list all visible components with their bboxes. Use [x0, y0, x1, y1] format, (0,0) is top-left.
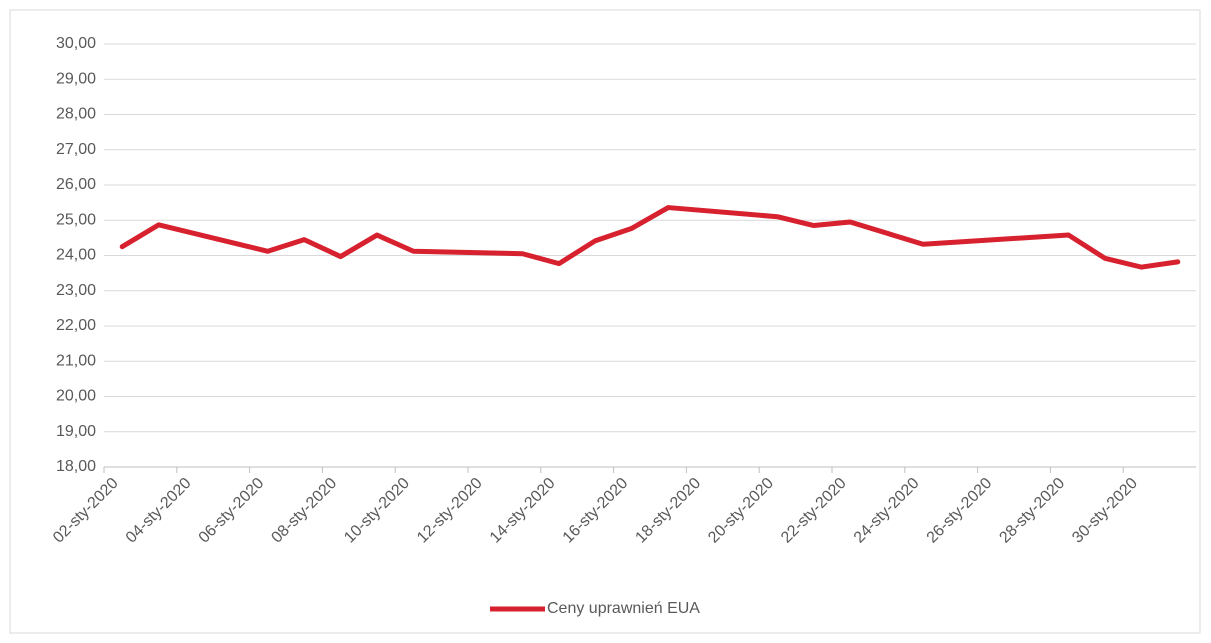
- legend-label: Ceny uprawnień EUA: [547, 600, 700, 617]
- y-tick-label: 26,00: [56, 176, 96, 193]
- y-tick-label: 27,00: [56, 141, 96, 158]
- y-tick-label: 23,00: [56, 282, 96, 299]
- y-tick-label: 21,00: [56, 352, 96, 369]
- series-line: [119, 205, 1181, 270]
- y-tick-label: 25,00: [56, 211, 96, 228]
- y-tick-label: 29,00: [56, 70, 96, 87]
- y-tick-label: 30,00: [56, 35, 96, 52]
- y-tick-label: 18,00: [56, 458, 96, 475]
- y-tick-label: 22,00: [56, 317, 96, 334]
- y-tick-label: 24,00: [56, 247, 96, 264]
- y-tick-label: 19,00: [56, 423, 96, 440]
- y-tick-label: 20,00: [56, 388, 96, 405]
- y-tick-label: 28,00: [56, 106, 96, 123]
- chart-border: [9, 9, 1201, 634]
